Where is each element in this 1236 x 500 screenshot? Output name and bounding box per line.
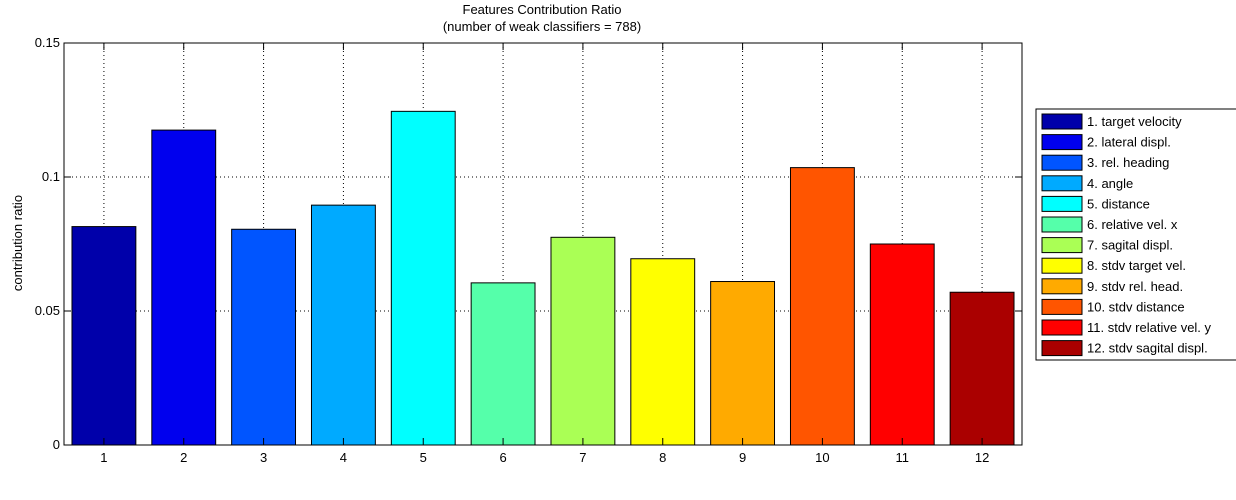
legend-label: 6. relative vel. x (1087, 217, 1178, 232)
legend-label: 4. angle (1087, 176, 1133, 191)
bar-10 (789, 167, 855, 446)
plot-area-frame (63, 42, 1023, 446)
x-tick-label: 5 (420, 450, 427, 465)
x-tick-label: 7 (579, 450, 586, 465)
x-tick-label: 8 (659, 450, 666, 465)
x-tick-labels: 1 2 3 4 5 6 7 8 9 10 11 12 (100, 450, 989, 465)
chart-subtitle: (number of weak classifiers = 788) (443, 19, 641, 34)
y-axis-label: contribution ratio (10, 195, 25, 291)
x-tick-label: 10 (815, 450, 829, 465)
legend-label: 11. stdv relative vel. y (1087, 320, 1212, 335)
legend-swatch (1041, 340, 1083, 357)
legend-swatch (1041, 195, 1083, 212)
bars (71, 110, 1015, 446)
legend-label: 2. lateral displ. (1087, 135, 1171, 150)
bar-2 (151, 129, 217, 446)
bar-8 (630, 258, 696, 446)
bar-7 (550, 236, 616, 446)
x-tick-label: 2 (180, 450, 187, 465)
bar-4 (310, 204, 376, 446)
legend-label: 5. distance (1087, 196, 1150, 211)
bar-12 (949, 291, 1015, 446)
y-tick-label: 0.15 (35, 35, 60, 50)
x-tick-label: 4 (340, 450, 347, 465)
legend-box (1035, 108, 1236, 361)
legend-label: 10. stdv distance (1087, 299, 1185, 314)
bar-5 (390, 110, 456, 446)
legend-swatch (1041, 298, 1083, 315)
legend-swatch (1041, 319, 1083, 336)
legend-label: 9. stdv rel. head. (1087, 279, 1183, 294)
chart-title: Features Contribution Ratio (463, 2, 622, 17)
x-tick-label: 1 (100, 450, 107, 465)
legend-label: 1. target velocity (1087, 114, 1182, 129)
legend-label: 7. sagital displ. (1087, 238, 1173, 253)
bar-9 (710, 281, 776, 446)
legend-swatch (1041, 278, 1083, 295)
bar-6 (470, 282, 536, 446)
legend: 1. target velocity 2. lateral displ. 3. re… (1035, 108, 1236, 361)
legend-swatch (1041, 134, 1083, 151)
legend-swatch (1041, 237, 1083, 254)
y-tick-label: 0 (53, 437, 60, 452)
axis-ticks (64, 42, 1022, 446)
bar-11 (869, 243, 935, 446)
x-tick-label: 12 (975, 450, 989, 465)
legend-swatch (1041, 175, 1083, 192)
bar-3 (231, 228, 297, 446)
legend-label: 8. stdv target vel. (1087, 258, 1186, 273)
y-tick-labels: 0 0.05 0.1 0.15 (35, 35, 60, 452)
y-tick-label: 0.05 (35, 303, 60, 318)
legend-swatch (1041, 257, 1083, 274)
legend-items: 1. target velocity 2. lateral displ. 3. re… (1041, 113, 1212, 357)
bar-1 (71, 226, 137, 446)
legend-label: 12. stdv sagital displ. (1087, 341, 1208, 356)
x-tick-label: 9 (739, 450, 746, 465)
x-tick-label: 6 (499, 450, 506, 465)
legend-label: 3. rel. heading (1087, 155, 1169, 170)
x-tick-label: 11 (896, 450, 910, 465)
legend-swatch (1041, 216, 1083, 233)
legend-swatch (1041, 154, 1083, 171)
legend-swatch (1041, 113, 1083, 130)
x-tick-label: 3 (260, 450, 267, 465)
y-tick-label: 0.1 (42, 169, 60, 184)
